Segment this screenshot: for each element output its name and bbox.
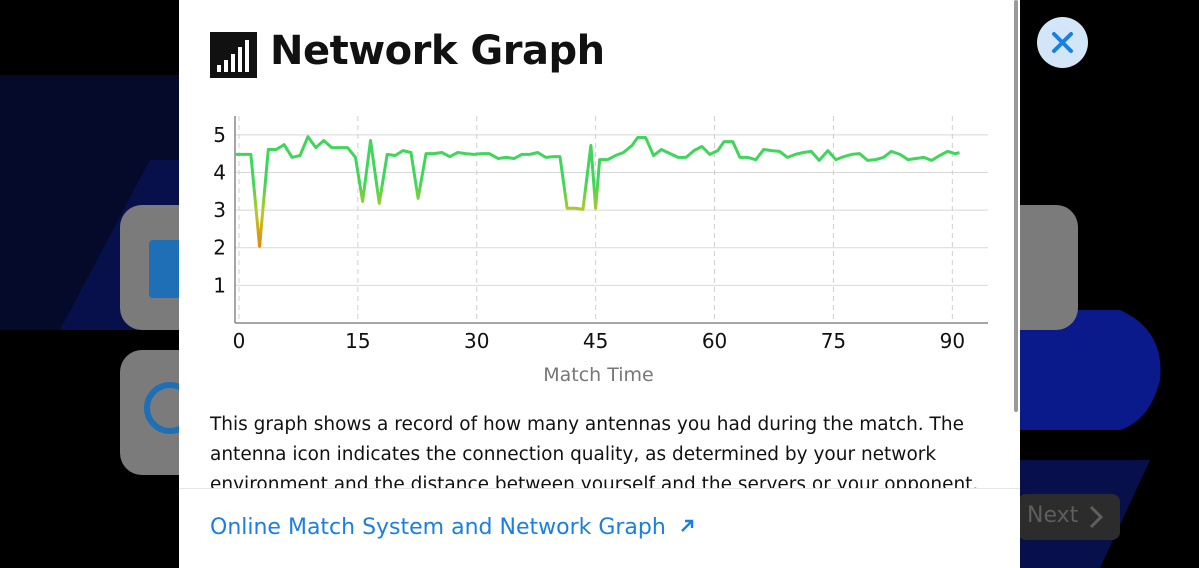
y-tick-label: 3 xyxy=(213,198,226,222)
y-tick-label: 2 xyxy=(213,236,226,260)
scrollbar xyxy=(1014,0,1018,412)
x-tick-label: 75 xyxy=(821,329,846,353)
external-icon xyxy=(680,519,694,532)
close-button[interactable] xyxy=(1037,17,1088,68)
footer: Online Match System and Network Graph xyxy=(179,488,1020,568)
next-button[interactable]: Next xyxy=(1018,494,1120,540)
modal: Network Graph 1 2 3 4 5 0 15 30 45 60 75 90 Match Ti… xyxy=(179,0,1020,568)
x-tick-label: 45 xyxy=(583,329,608,353)
help-link[interactable]: Online Match System and Network Graph xyxy=(210,515,695,540)
data-line xyxy=(235,135,960,248)
close-icon[interactable] xyxy=(1037,17,1088,68)
x-tick-label: 60 xyxy=(702,329,727,353)
y-tick-label: 4 xyxy=(213,160,226,184)
x-axis-label: Match Time xyxy=(543,364,654,386)
x-tick-label: 30 xyxy=(464,329,489,353)
y-tick-label: 5 xyxy=(213,123,226,147)
modal-title: Network Graph xyxy=(270,28,605,74)
link-text[interactable]: Online Match System and Network Graph xyxy=(210,515,666,540)
next-label[interactable]: Next xyxy=(1027,503,1079,528)
x-tick-label: 15 xyxy=(345,329,370,353)
antenna-icon xyxy=(210,32,257,78)
bg-shape xyxy=(1020,310,1161,430)
x-tick-label: 0 xyxy=(233,329,246,353)
description: This graph shows a record of how many an… xyxy=(210,414,979,488)
next-chevron xyxy=(1089,505,1104,529)
y-tick-label: 1 xyxy=(213,273,226,297)
x-tick-label: 90 xyxy=(940,329,965,353)
